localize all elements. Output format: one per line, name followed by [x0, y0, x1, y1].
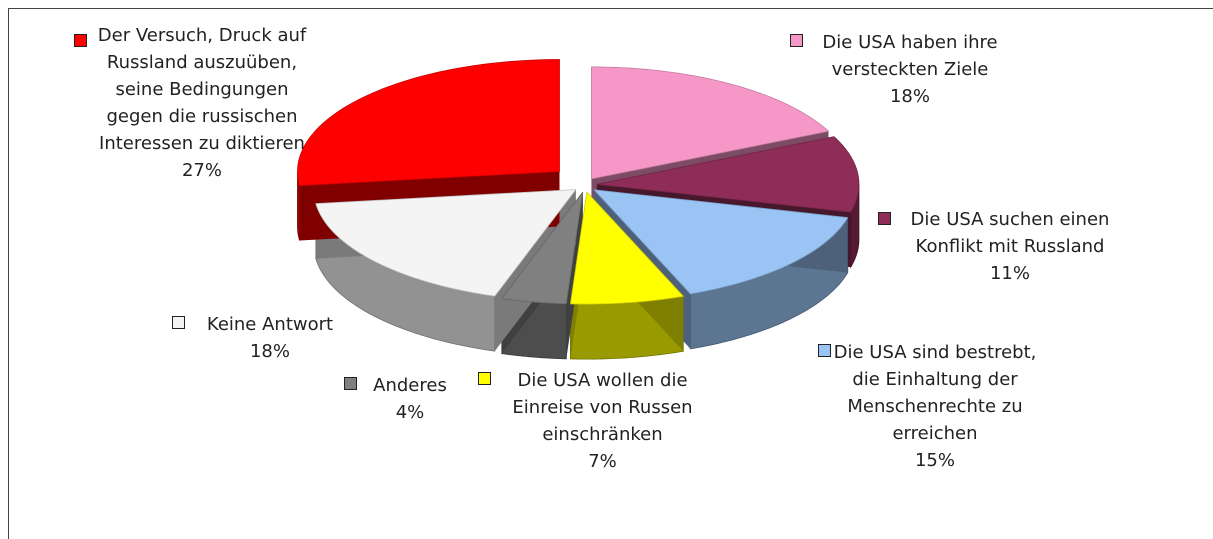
- data-label: Die USA haben ihre versteckten Ziele 18%: [800, 29, 1020, 110]
- value-label: 18%: [889, 86, 930, 107]
- slice: [569, 191, 685, 305]
- category-label: Der Versuch, Druck auf Russland auszuübe…: [97, 25, 307, 154]
- legend-marker: [478, 372, 491, 385]
- data-label: Der Versuch, Druck auf Russland auszuübe…: [88, 22, 316, 184]
- slice: [297, 59, 560, 186]
- data-label: Anderes 4%: [355, 372, 465, 426]
- data-label: Die USA sind bestrebt, die Einhaltung de…: [830, 339, 1040, 474]
- value-label: 27%: [181, 160, 222, 181]
- category-label: Die USA haben ihre versteckten Ziele: [822, 32, 998, 80]
- slice: [591, 66, 830, 180]
- slice: [315, 189, 577, 297]
- legend-marker: [818, 344, 831, 357]
- category-label: Die USA suchen einen Konflikt mit Russla…: [910, 209, 1110, 257]
- slice: [596, 136, 860, 213]
- value-label: 4%: [395, 402, 425, 423]
- frame: [8, 8, 1213, 539]
- slice: [501, 191, 584, 305]
- value-label: 18%: [249, 341, 290, 362]
- legend-marker: [344, 377, 357, 390]
- category-label: Keine Antwort: [206, 314, 334, 335]
- data-label: Keine Antwort 18%: [175, 311, 365, 365]
- legend-marker: [74, 34, 87, 47]
- legend-marker: [878, 212, 891, 225]
- value-label: 15%: [914, 450, 955, 471]
- legend-marker: [790, 34, 803, 47]
- value-label: 7%: [588, 451, 617, 472]
- category-label: Anderes: [373, 375, 447, 396]
- data-label: Die USA wollen die Einreise von Russen e…: [485, 367, 720, 475]
- value-label: 11%: [989, 263, 1030, 284]
- category-label: Die USA sind bestrebt, die Einhaltung de…: [833, 342, 1037, 444]
- legend-marker: [172, 316, 185, 329]
- slice: [592, 189, 849, 295]
- data-label: Die USA suchen einen Konflikt mit Russla…: [880, 206, 1140, 287]
- category-label: Die USA wollen die Einreise von Russen e…: [512, 370, 693, 445]
